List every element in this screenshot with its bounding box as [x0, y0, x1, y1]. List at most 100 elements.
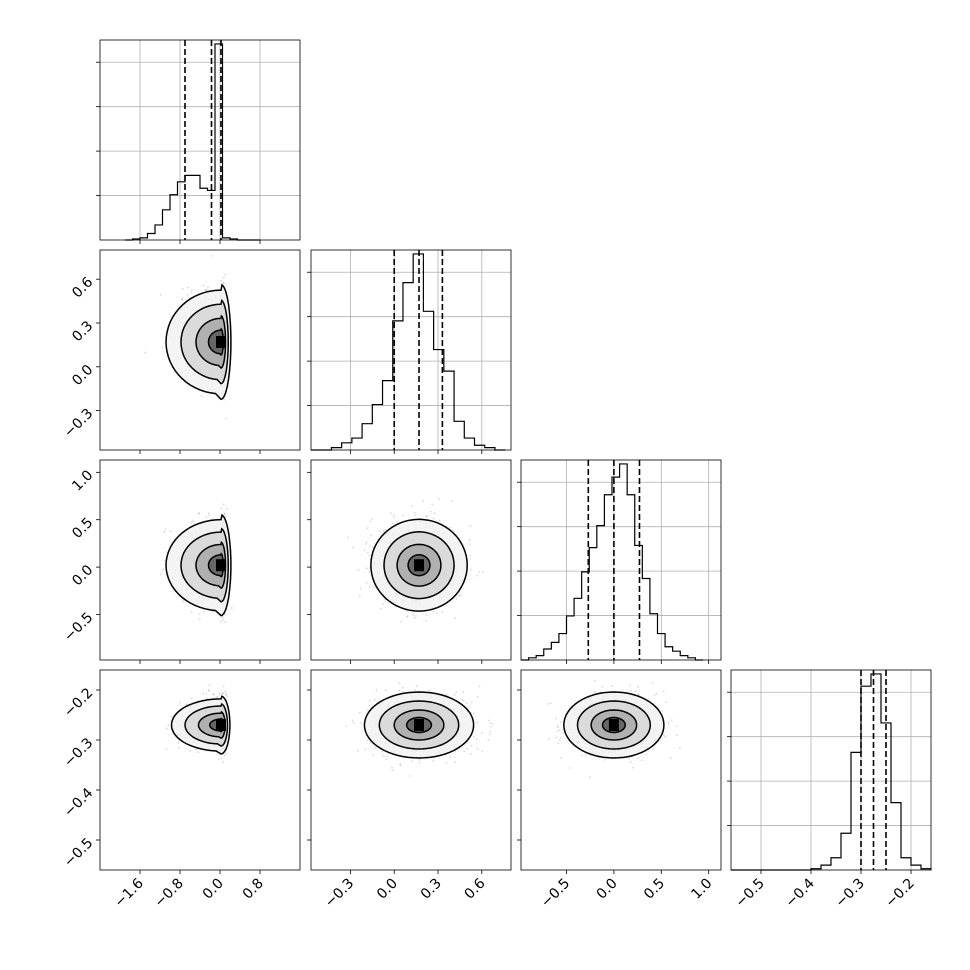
- histogram-frame: [520, 459, 722, 661]
- scatter-point: [357, 569, 360, 571]
- scatter-point: [207, 286, 210, 288]
- scatter-point: [382, 530, 385, 533]
- scatter-point: [190, 697, 193, 700]
- scatter-point: [431, 503, 434, 506]
- scatter-point: [164, 528, 167, 530]
- scatter-point: [225, 693, 228, 696]
- histogram-steps: [521, 463, 703, 661]
- contour-line: [407, 554, 431, 577]
- scatter-point: [169, 530, 172, 533]
- scatter-point: [225, 693, 228, 696]
- scatter-point: [365, 582, 368, 584]
- scatter-point: [425, 614, 428, 616]
- contour-line: [165, 283, 232, 401]
- scatter-point: [205, 692, 208, 695]
- scatter-point: [393, 516, 395, 519]
- scatter-point: [395, 521, 398, 524]
- scatter-point: [206, 289, 208, 292]
- scatter-point: [414, 514, 416, 517]
- scatter-point: [224, 690, 227, 693]
- scatter-point: [429, 510, 432, 513]
- scatter-point: [191, 247, 193, 249]
- scatter-point: [167, 724, 170, 726]
- scatter-point: [222, 503, 225, 506]
- scatter-point: [363, 549, 366, 551]
- scatter-point: [222, 276, 225, 279]
- histogram-panel-4: [727, 669, 932, 874]
- scatter-point: [197, 513, 200, 515]
- scatter-point: [225, 417, 227, 420]
- scatter-frame: [99, 459, 301, 661]
- scatter-point: [384, 528, 387, 531]
- scatter-point: [223, 755, 226, 757]
- scatter-point: [468, 543, 470, 545]
- scatter-point: [382, 603, 384, 605]
- scatter-panel-r2-c0: [96, 459, 301, 664]
- scatter-point: [181, 298, 183, 301]
- scatter-point: [189, 750, 192, 753]
- scatter-point: [224, 274, 227, 276]
- contour-line: [370, 518, 468, 612]
- scatter-point: [144, 351, 147, 354]
- scatter-point: [425, 620, 428, 622]
- scatter-frame: [310, 459, 512, 661]
- contour-line: [207, 552, 225, 578]
- scatter-point: [392, 514, 395, 517]
- density-peak: [216, 335, 226, 348]
- scatter-point: [222, 282, 225, 285]
- scatter-point: [204, 289, 207, 291]
- scatter-point: [369, 520, 372, 523]
- scatter-point: [390, 512, 393, 515]
- contour-line: [180, 299, 229, 385]
- histogram-frame: [99, 39, 301, 241]
- scatter-point: [178, 746, 180, 749]
- scatter-point: [198, 618, 201, 620]
- scatter-point: [368, 585, 371, 588]
- scatter-point: [202, 610, 205, 613]
- scatter-point: [192, 520, 194, 523]
- histogram-frame: [310, 249, 512, 451]
- contour-line: [396, 543, 442, 587]
- scatter-point: [432, 610, 434, 613]
- scatter-point: [468, 539, 471, 541]
- scatter-point: [455, 597, 458, 600]
- scatter-point: [352, 546, 355, 549]
- scatter-point: [406, 615, 409, 617]
- scatter-content: [165, 684, 231, 764]
- histogram-steps: [125, 43, 260, 241]
- scatter-point: [366, 551, 369, 554]
- scatter-point: [384, 598, 386, 601]
- scatter-panel-r1-c0: [96, 247, 301, 454]
- scatter-point: [170, 715, 173, 718]
- scatter-point: [179, 701, 181, 704]
- scatter-point: [378, 530, 381, 533]
- scatter-point: [163, 559, 166, 562]
- scatter-point: [195, 748, 198, 751]
- scatter-point: [190, 291, 193, 294]
- scatter-panel-r3-c0: [96, 669, 301, 874]
- scatter-point: [379, 607, 382, 610]
- contour-line: [383, 531, 455, 600]
- scatter-point: [368, 554, 371, 557]
- scatter-point: [432, 517, 435, 520]
- scatter-point: [217, 758, 220, 761]
- scatter-point: [392, 522, 394, 525]
- scatter-point: [222, 281, 225, 284]
- scatter-point: [208, 514, 211, 517]
- scatter-point: [448, 526, 451, 529]
- scatter-point: [371, 518, 373, 520]
- scatter-point: [190, 289, 193, 292]
- scatter-point: [220, 279, 222, 282]
- scatter-point: [469, 568, 472, 571]
- scatter-point: [160, 573, 162, 576]
- scatter-point: [198, 613, 201, 615]
- scatter-point: [366, 527, 369, 529]
- scatter-point: [223, 513, 226, 516]
- scatter-point: [450, 500, 453, 502]
- scatter-point: [198, 512, 201, 515]
- scatter-point: [373, 586, 375, 589]
- scatter-content: [160, 503, 233, 624]
- scatter-point: [210, 254, 213, 257]
